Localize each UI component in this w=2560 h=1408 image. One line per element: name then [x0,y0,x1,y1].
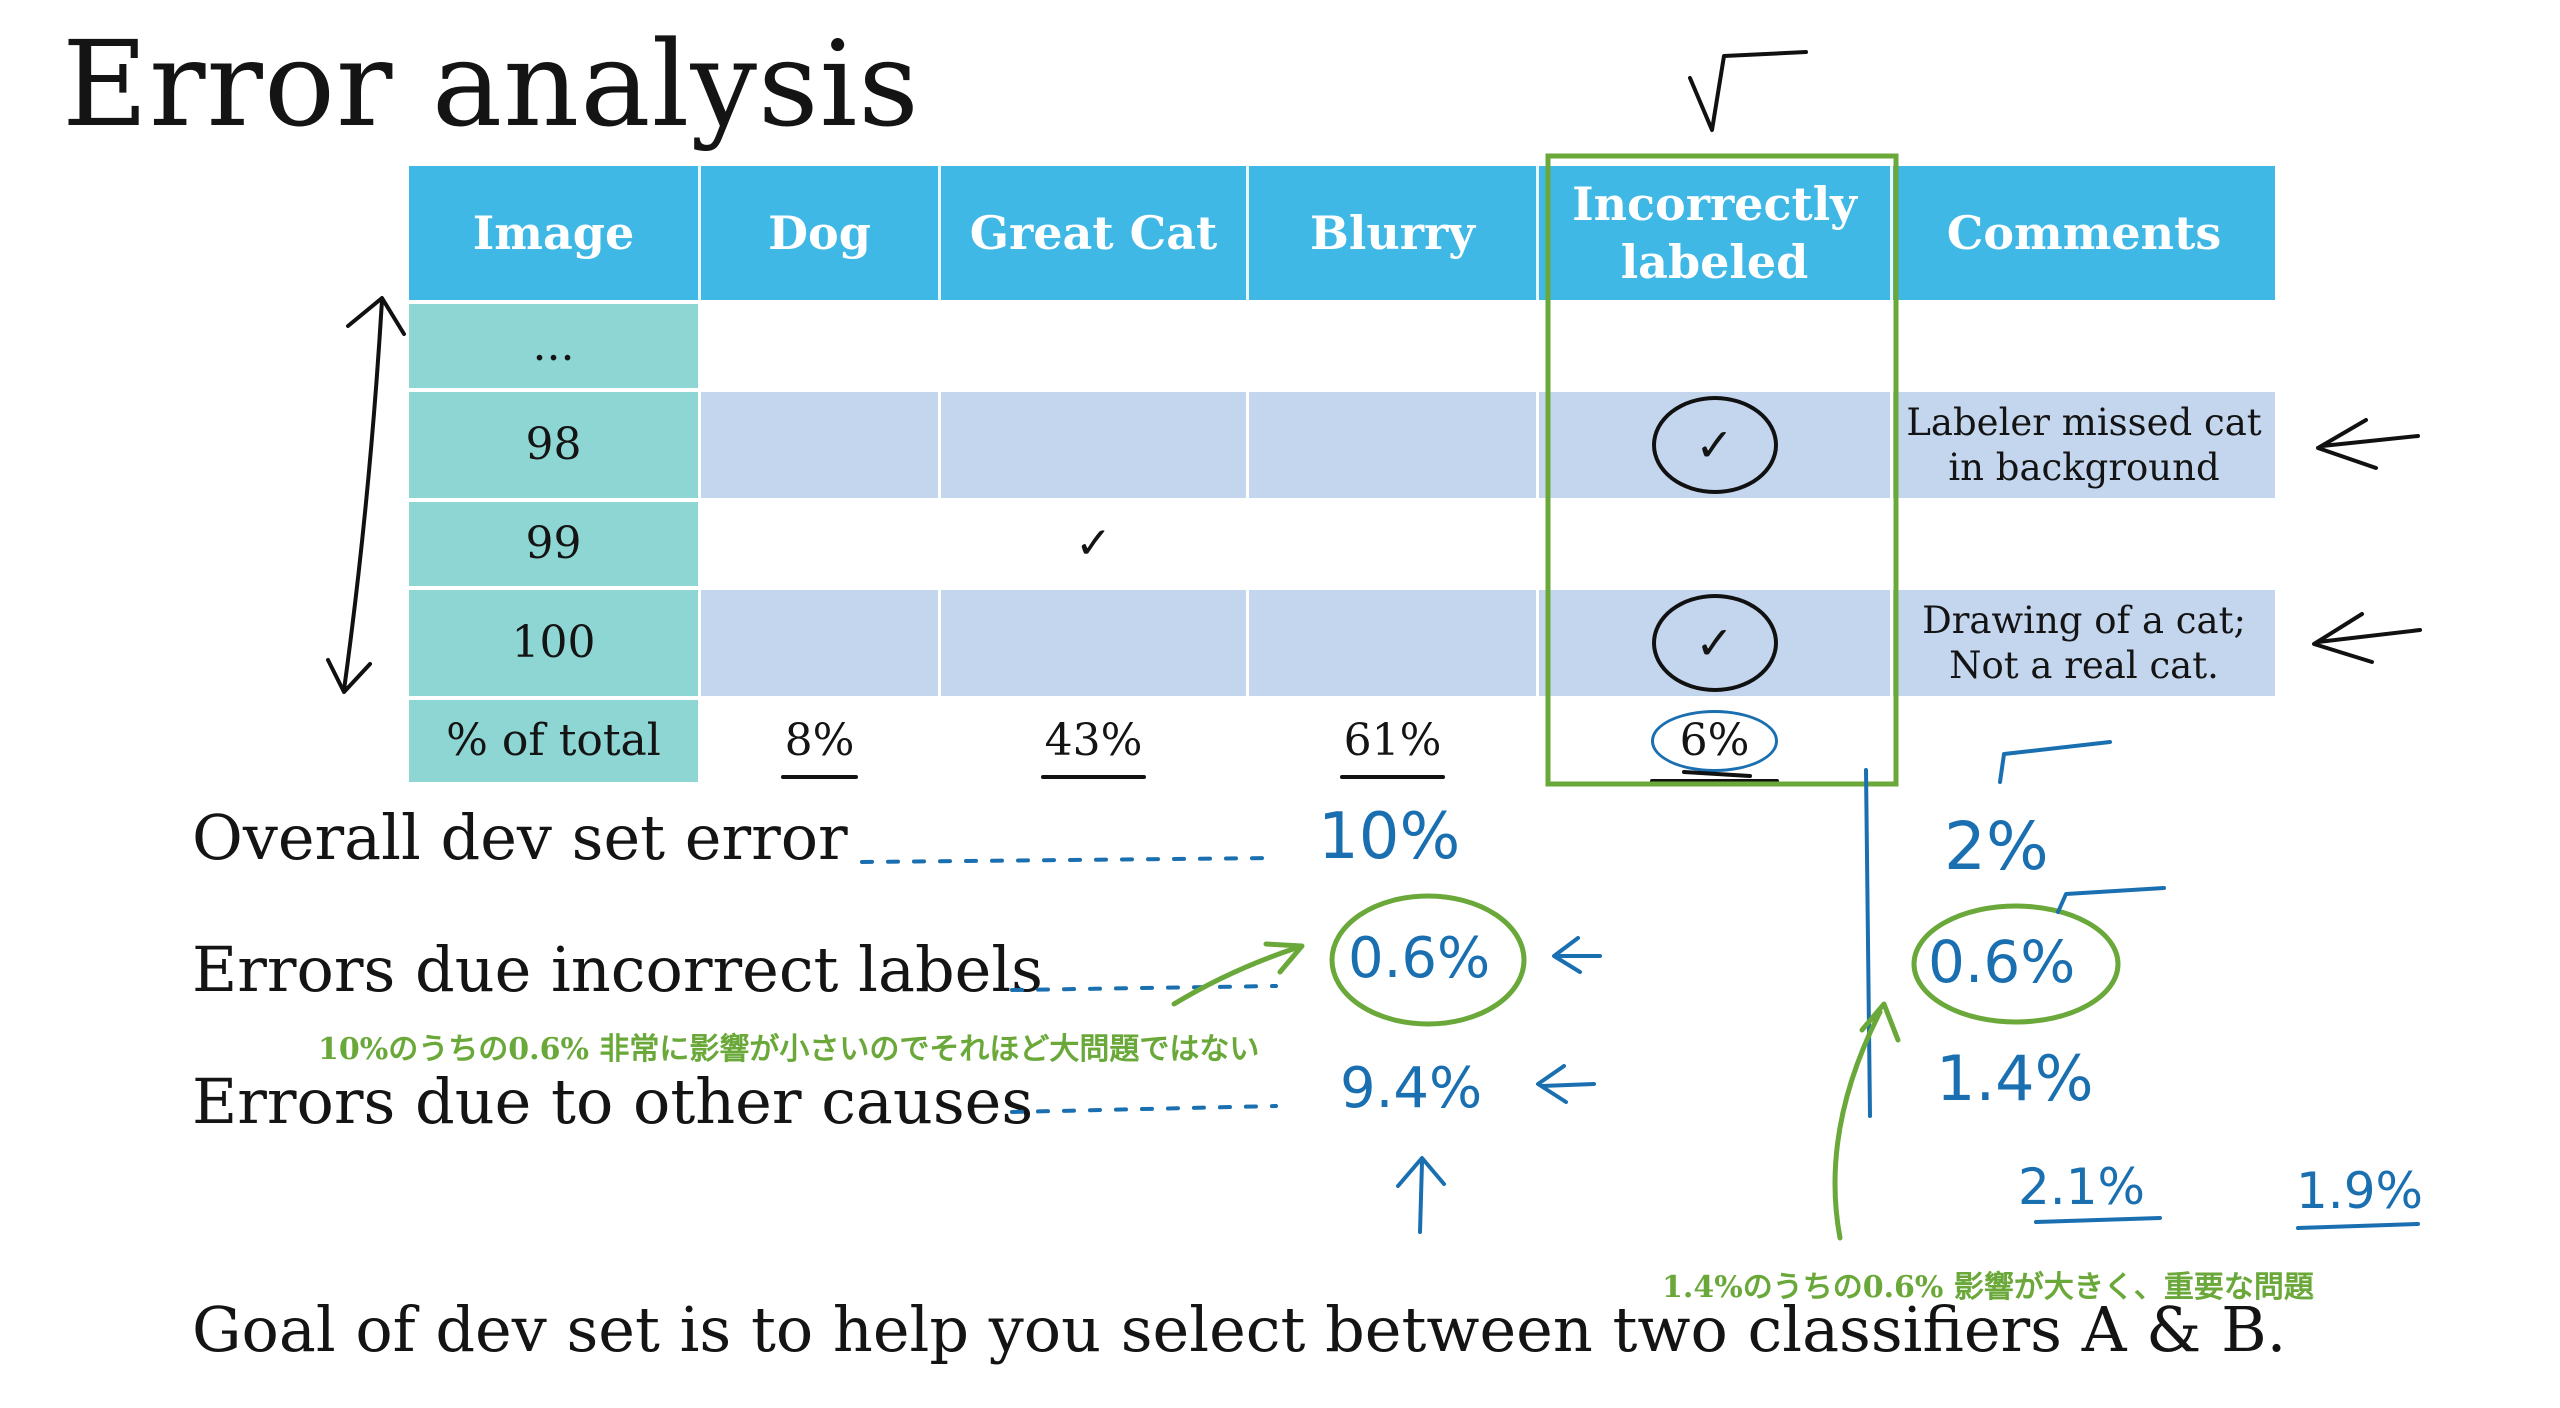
table-row: 98 ✓ Labeler missed cat in background [409,388,2275,498]
dotted-leaders [860,856,1278,1114]
great-cat-total-value: 43% [1040,715,1147,779]
circled-check-icon: ✓ [1651,594,1778,692]
pointer-marks [1998,740,2166,914]
double-arrow-icon [326,296,406,694]
annotation-left: 10%のうちの0.6% 非常に影響が小さいのでそれほど大問題ではない [318,1032,1260,1067]
classifier-b-error: 1.9% [2296,1162,2424,1220]
other-causes-b: 1.4% [1936,1042,2094,1115]
blurry-total: 61% [1249,696,1539,782]
circled-check-icon: ✓ [1651,396,1778,494]
comment-cell [1893,498,2275,586]
dog-cell [701,388,941,498]
goal-statement: Goal of dev set is to help you select be… [192,1293,2287,1366]
overall-dev-set-error-label: Overall dev set error [192,801,848,874]
table-row: 99 ✓ [409,498,2275,586]
hand-underlines [1682,770,1752,778]
classifier-a-error: 2.1% [2018,1158,2146,1216]
comments-total [1893,696,2275,782]
dog-cell [701,498,941,586]
great-cat-cell: ✓ [941,498,1249,586]
table-header-row: Image Dog Great Cat Blurry Incorrectly l… [409,166,2275,300]
error-analysis-table: Image Dog Great Cat Blurry Incorrectly l… [409,166,2275,783]
blurry-cell [1249,300,1539,388]
table-row: 100 ✓ Drawing of a cat; Not a real cat. [409,586,2275,696]
blurry-total-value: 61% [1339,715,1446,779]
classifier-underlines [2034,1216,2420,1230]
incorrectly-labeled-cell [1539,498,1893,586]
totals-row: % of total 8% 43% 61% 6% [409,696,2275,783]
image-cell: 99 [409,498,701,586]
left-arrow-icon [2312,418,2422,664]
image-cell: 98 [409,388,701,498]
incorrect-labels-b: 0.6% [1928,928,2076,996]
comment-cell: Labeler missed cat in background [1893,388,2275,498]
dog-cell [701,300,941,388]
highlight-box [1545,153,1899,787]
great-cat-cell [941,586,1249,696]
header-great-cat: Great Cat [941,166,1249,300]
incorrectly-labeled-cell: ✓ [1539,388,1893,498]
blurry-cell [1249,586,1539,696]
incorrectly-labeled-cell [1539,300,1893,388]
circle-incorrect-b [1911,903,2121,1025]
page-title: Error analysis [62,15,920,153]
dog-total: 8% [701,696,941,782]
dog-total-value: 8% [780,715,859,779]
green-arrows [1171,941,1901,1241]
comment-cell: Drawing of a cat; Not a real cat. [1893,586,2275,696]
dog-cell [701,586,941,696]
header-blurry: Blurry [1249,166,1539,300]
image-cell: 100 [409,586,701,696]
errors-incorrect-labels-label: Errors due incorrect labels [192,933,1043,1006]
totals-label: % of total [409,696,701,782]
incorrectly-labeled-total-value: 6% [1649,710,1780,783]
header-image: Image [409,166,701,300]
image-cell: ... [409,300,701,388]
comment-cell [1893,300,2275,388]
great-cat-total: 43% [941,696,1249,782]
overall-error-a: 10% [1318,800,1461,874]
table-row: ... [409,300,2275,388]
blurry-cell [1249,388,1539,498]
check-mark-icon [1688,50,1808,132]
circle-incorrect-a [1329,893,1527,1027]
divider-line [1864,768,1872,1118]
great-cat-cell [941,388,1249,498]
annotation-right: 1.4%のうちの0.6% 影響が大きく、重要な問題 [1662,1270,2314,1305]
incorrectly-labeled-cell: ✓ [1539,586,1893,696]
errors-other-causes-label: Errors due to other causes [192,1065,1034,1138]
incorrectly-labeled-total: 6% [1539,696,1893,783]
header-incorrectly-labeled: Incorrectly labeled [1539,166,1893,300]
overall-error-b: 2% [1944,808,2049,885]
incorrect-labels-a: 0.6% [1348,926,1491,991]
header-dog: Dog [701,166,941,300]
great-cat-cell [941,300,1249,388]
header-comments: Comments [1893,166,2275,300]
blurry-cell [1249,498,1539,586]
value-arrows [1536,936,1602,1104]
other-causes-a: 9.4% [1340,1056,1483,1121]
up-arrow-icon [1396,1156,1446,1234]
